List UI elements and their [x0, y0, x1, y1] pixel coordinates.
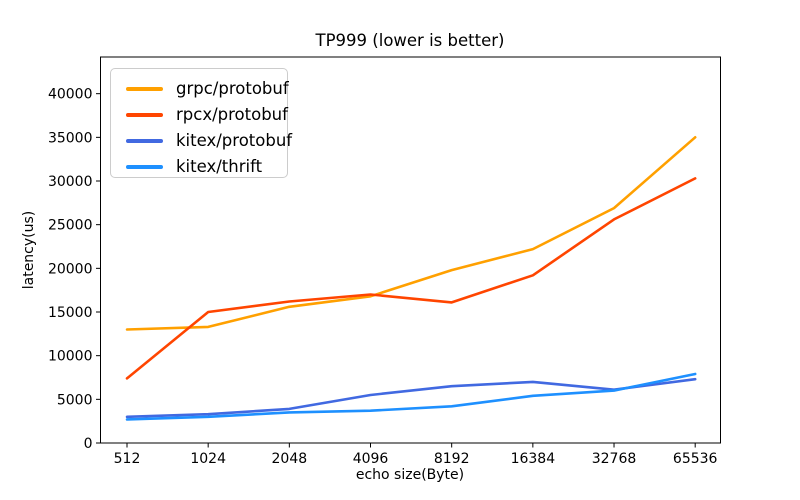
legend-line-swatch: [126, 165, 163, 169]
y-tick-label: 30000: [48, 174, 93, 190]
x-tick-label: 8192: [434, 451, 470, 467]
legend-line-swatch: [126, 113, 163, 117]
series-line-kitex-thrift: [125, 372, 697, 421]
y-tick-label: 10000: [48, 349, 93, 365]
y-tick-label: 25000: [48, 218, 93, 234]
y-axis-label: latency(us): [21, 211, 37, 290]
x-tick-label: 4096: [353, 451, 389, 467]
x-tick-label: 65536: [673, 451, 718, 467]
legend-line-swatch: [126, 87, 163, 91]
x-axis-label: echo size(Byte): [356, 467, 464, 483]
y-tick-label: 40000: [48, 87, 93, 103]
plot-border: [100, 56, 721, 444]
series-line-kitex-protobuf: [125, 377, 697, 419]
chart-title: TP999 (lower is better): [315, 31, 505, 50]
legend-label: kitex/protobuf: [176, 130, 293, 150]
legend: grpc/protobuf rpcx/protobuf kitex/protobuf…: [110, 68, 292, 180]
y-tick-label: 20000: [48, 261, 93, 277]
x-tick-label: 32768: [592, 451, 637, 467]
y-tick-label: 15000: [48, 305, 93, 321]
x-tick-label: 16384: [511, 451, 556, 467]
series-layer: [125, 136, 697, 421]
y-tick-label: 5000: [57, 392, 93, 408]
x-tick-label: 512: [114, 451, 141, 467]
legend-item-kitex-protobuf: kitex/protobuf: [126, 128, 292, 154]
legend-line-swatch: [126, 139, 163, 143]
legend-item-kitex-thrift: kitex/thrift: [126, 154, 287, 180]
series-line-grpc-protobuf: [125, 136, 697, 331]
legend-label: grpc/protobuf: [176, 78, 289, 98]
series-line-rpcx-protobuf: [125, 177, 697, 380]
legend-label: kitex/thrift: [176, 156, 263, 176]
y-tick-label: 0: [84, 436, 93, 452]
legend-item-grpc-protobuf: grpc/protobuf: [126, 76, 289, 102]
legend-label: rpcx/protobuf: [176, 104, 288, 124]
x-tick-label: 2048: [272, 451, 308, 467]
legend-item-rpcx-protobuf: rpcx/protobuf: [126, 102, 288, 128]
y-tick-label: 35000: [48, 130, 93, 146]
x-tick-label: 1024: [190, 451, 226, 467]
axes-layer: 0 5000 10000 15000 20000 25000 30000 35000 40000…: [48, 56, 721, 467]
